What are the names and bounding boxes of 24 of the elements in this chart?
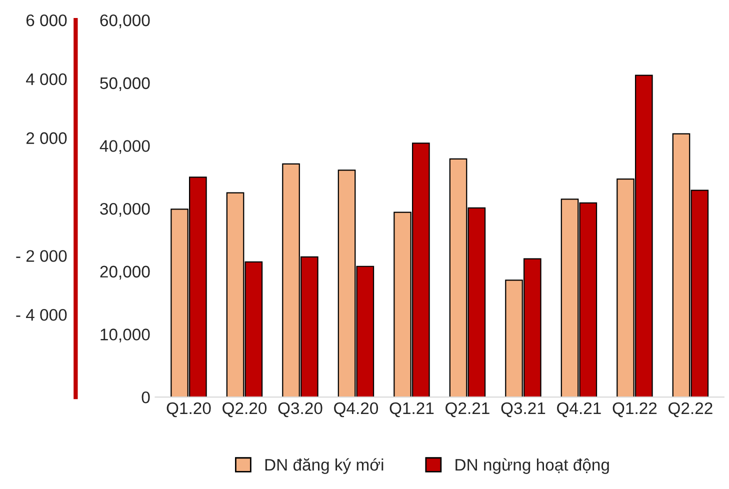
y-tick-label: 20,000 (100, 266, 150, 280)
x-tick-label: Q1.22 (612, 402, 657, 418)
x-tick-label: Q4.20 (334, 402, 378, 418)
y-tick-label: 50,000 (100, 77, 150, 92)
x-tick-label: Q2.21 (446, 402, 490, 418)
y-tick-label: 10,000 (100, 328, 150, 342)
legend-label: DN ngừng hoạt động (456, 458, 609, 474)
x-tick-label: Q3.20 (278, 402, 322, 418)
y2-tick-label: 2 000 (26, 132, 67, 144)
x-tick-label: Q3.21 (501, 402, 546, 418)
y2-tick-label: 4 000 (26, 73, 67, 86)
x-tick-label: Q1.21 (390, 402, 434, 418)
legend-label: DN đăng ký mới (265, 458, 384, 474)
x-tick-label: Q4.21 (557, 402, 601, 418)
y-tick-label: 40,000 (100, 140, 150, 154)
y-tick-label: 30,000 (100, 202, 150, 217)
y2-tick-label: - 2 000 (16, 250, 67, 262)
x-tick-label: Q2.20 (222, 402, 267, 418)
y-tick-label: 0 (142, 391, 150, 404)
y2-tick-label: 6 000 (26, 14, 67, 26)
x-tick-label: Q1.20 (166, 402, 211, 418)
y2-tick-label: - 4 000 (16, 308, 67, 321)
y-tick-label: 60,000 (100, 14, 150, 28)
x-tick-label: Q2.22 (668, 402, 712, 418)
